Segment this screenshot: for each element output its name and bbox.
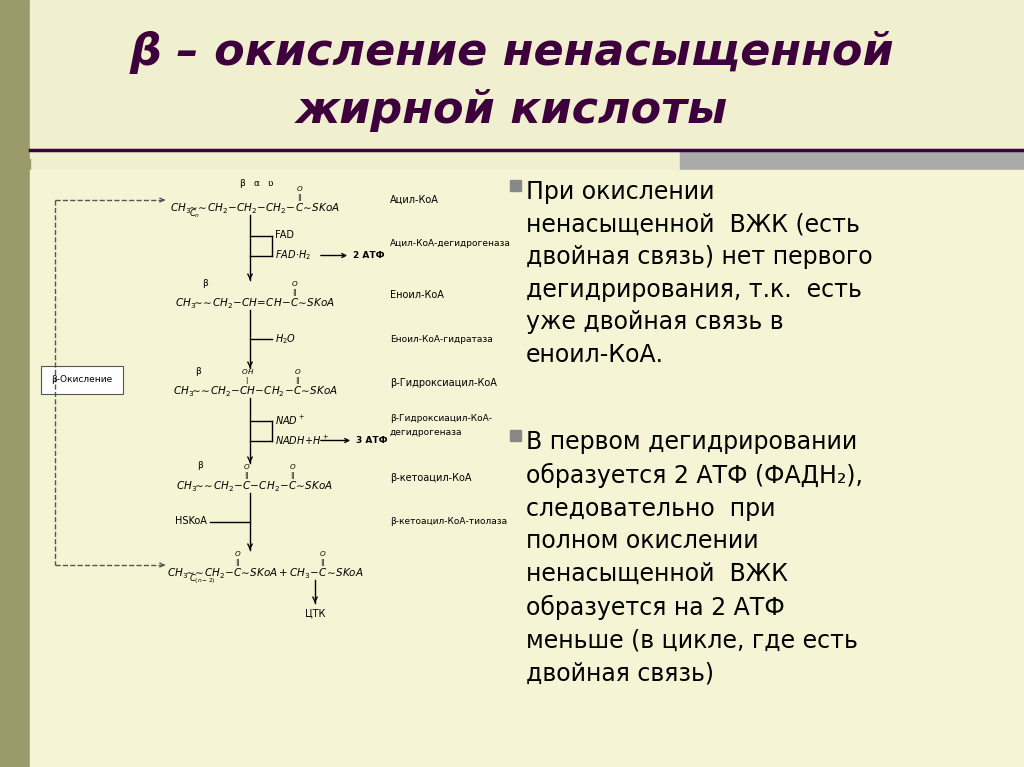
- Text: $C_{(n-2)}$: $C_{(n-2)}$: [188, 572, 215, 586]
- Text: β-Окисление: β-Окисление: [51, 376, 113, 384]
- Text: $CH_3\!\!\sim\!\!\sim\! CH_2\!-\!\overset{O}{\overset{\|}{C}}\!-\!CH_2\!-\!\over: $CH_3\!\!\sim\!\!\sim\! CH_2\!-\!\overse…: [176, 463, 334, 493]
- Text: Еноил-КоА: Еноил-КоА: [390, 290, 443, 300]
- Text: β: β: [202, 278, 208, 288]
- Text: $H_2O$: $H_2O$: [275, 332, 296, 346]
- Text: дегидрогеназа: дегидрогеназа: [390, 428, 463, 437]
- Text: $CH_3\!\!\sim\!\!\sim\! CH_2\!-\!\overset{OH}{\overset{|}{CH}}\!-\!CH_2\!-\!\ove: $CH_3\!\!\sim\!\!\sim\! CH_2\!-\!\overse…: [173, 367, 338, 399]
- Text: В первом дегидрировании
образуется 2 АТФ (ФАДН₂),
следовательно  при
полном окис: В первом дегидрировании образуется 2 АТФ…: [526, 430, 863, 685]
- Text: β – окисление ненасыщенной: β – окисление ненасыщенной: [130, 31, 894, 74]
- Text: β-кетоацил-КоА: β-кетоацил-КоА: [390, 473, 471, 483]
- Text: α: α: [254, 179, 260, 189]
- Text: $NADH\!+\!H^+$: $NADH\!+\!H^+$: [275, 434, 329, 447]
- Text: β: β: [198, 462, 203, 470]
- Text: β-Гидроксиацил-КоА-: β-Гидроксиацил-КоА-: [390, 414, 492, 423]
- Text: Еноил-КоА-гидратаза: Еноил-КоА-гидратаза: [390, 334, 493, 344]
- Text: жирной кислоты: жирной кислоты: [296, 88, 728, 131]
- Text: FAD: FAD: [275, 231, 294, 241]
- Text: Ацил-КоА-дегидрогеназа: Ацил-КоА-дегидрогеназа: [390, 239, 511, 248]
- Text: $C_n$: $C_n$: [189, 208, 201, 220]
- Bar: [510, 180, 521, 191]
- FancyBboxPatch shape: [41, 366, 123, 394]
- Text: $FAD\!\cdot\! H_2$: $FAD\!\cdot\! H_2$: [275, 249, 311, 262]
- Text: ЦТК: ЦТК: [305, 608, 326, 618]
- Text: β-Гидроксиацил-КоА: β-Гидроксиацил-КоА: [390, 378, 497, 388]
- Text: ʋ: ʋ: [267, 179, 272, 189]
- Text: Ацил-КоА: Ацил-КоА: [390, 195, 439, 205]
- Text: β: β: [240, 179, 245, 189]
- Text: β: β: [196, 367, 201, 376]
- Text: При окислении
ненасыщенной  ВЖК (есть
двойная связь) нет первого
дегидрирования,: При окислении ненасыщенной ВЖК (есть дво…: [526, 180, 872, 367]
- Text: $CH_3\!\!\sim\!\!\sim\! CH_2\!-\!CH\!=\!CH\!-\!\overset{O}{\overset{\|}{C}}\!\si: $CH_3\!\!\sim\!\!\sim\! CH_2\!-\!CH\!=\!…: [175, 279, 335, 311]
- Text: β-кетоацил-КоА-тиолаза: β-кетоацил-КоА-тиолаза: [390, 517, 507, 526]
- Text: $NAD^+$: $NAD^+$: [275, 414, 305, 427]
- Bar: [680, 150, 1024, 170]
- Text: $CH_3\!\!\sim\!\!\sim\! CH_2\!-\!CH_2\!-\!CH_2\!-\!\overset{O}{\overset{\|}{C}}\: $CH_3\!\!\sim\!\!\sim\! CH_2\!-\!CH_2\!-…: [170, 185, 340, 216]
- Bar: [510, 430, 521, 441]
- Bar: [30, 0, 1024, 158]
- Text: HSKoA: HSKoA: [175, 516, 207, 526]
- Bar: [30, 170, 1024, 767]
- Text: $CH_3\!\!\sim\!\!\sim\! CH_2\!-\!\overset{O}{\overset{\|}{C}}\!\sim\! SKoA + CH_: $CH_3\!\!\sim\!\!\sim\! CH_2\!-\!\overse…: [167, 549, 364, 581]
- Text: 2 АТФ: 2 АТФ: [353, 251, 385, 260]
- Bar: [0, 0, 30, 767]
- Text: 3 АТФ: 3 АТФ: [356, 436, 388, 445]
